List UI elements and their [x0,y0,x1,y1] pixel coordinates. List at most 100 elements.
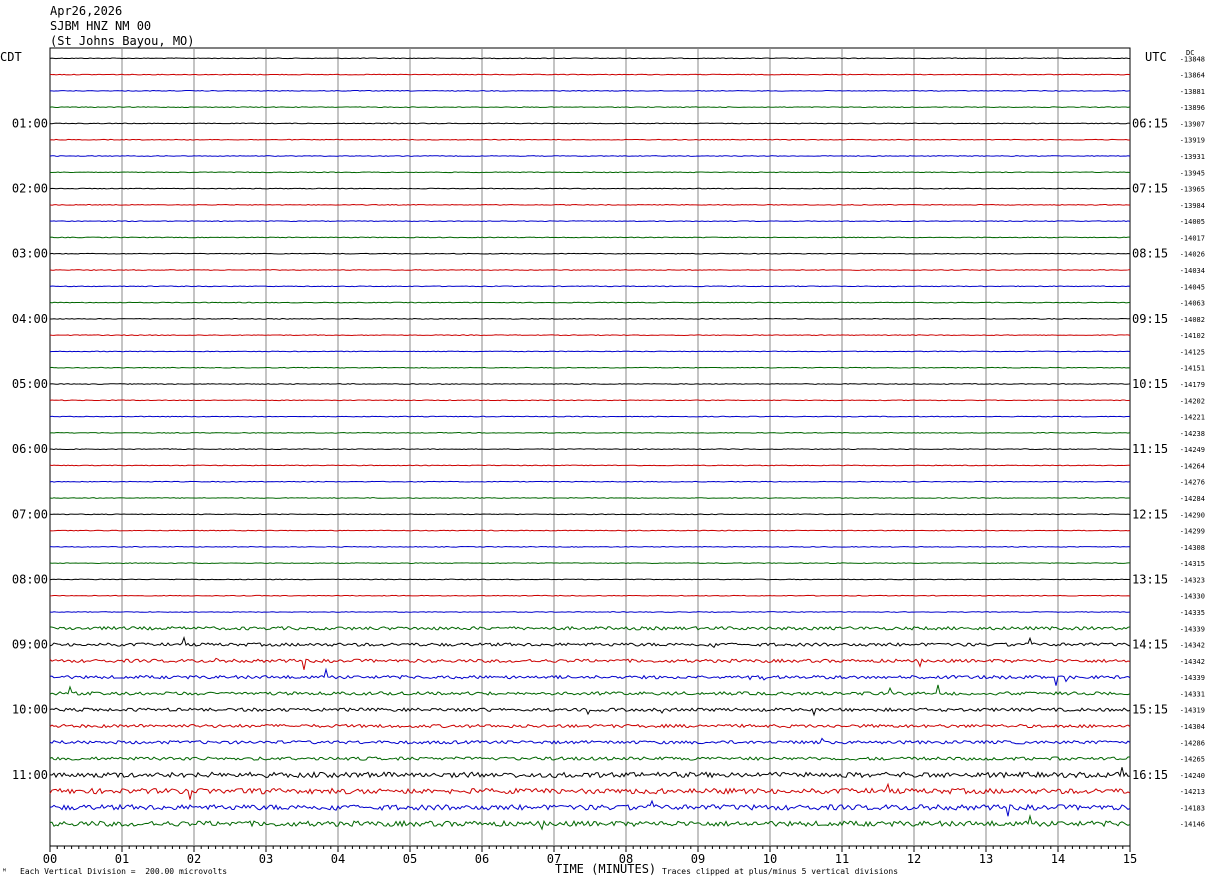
seismic-trace [49,657,1131,670]
left-time-label: 08:00 [12,572,48,586]
seismic-trace [49,269,1131,271]
seismic-trace [49,480,1131,483]
seismic-trace [49,707,1131,717]
seismic-trace [49,89,1131,92]
seismic-trace [49,317,1131,320]
right-time-label: 12:15 [1132,507,1168,521]
x-tick-label: 09 [691,852,705,866]
seismic-trace [49,57,1131,60]
dc-offset-label: -13896 [1180,104,1205,112]
dc-offset-label: -14221 [1180,414,1205,422]
dc-offset-label: -14304 [1180,723,1205,731]
seismic-trace [49,667,1131,686]
dc-offset-label: -14183 [1180,804,1205,812]
left-timezone-label: CDT [0,50,22,64]
left-time-label: 09:00 [12,638,48,652]
left-time-label: 06:00 [12,442,48,456]
seismic-trace [49,285,1131,288]
seismic-trace [49,171,1131,174]
seismic-trace [49,578,1131,581]
seismic-trace [49,431,1131,434]
dc-label: DC [1186,49,1195,57]
seismic-trace [49,513,1131,516]
seismic-trace [49,106,1131,108]
seismic-trace [49,635,1131,649]
seismic-trace [49,236,1131,239]
dc-offset-label: -14299 [1180,528,1205,536]
x-tick-label: 07 [547,852,561,866]
dc-offset-label: -14290 [1180,511,1205,519]
dc-offset-label: -14308 [1180,544,1205,552]
right-time-label: 16:15 [1132,768,1168,782]
header-location: (St Johns Bayou, MO) [50,34,195,48]
dc-offset-label: -14342 [1180,642,1205,650]
right-time-label: 06:15 [1132,116,1168,130]
x-tick-label: 04 [331,852,345,866]
seismic-trace [49,399,1131,402]
seismic-trace [49,799,1131,817]
dc-offset-label: -13864 [1180,72,1205,80]
scale-note: Each Vertical Division = 200.00 microvol… [20,867,228,876]
plot-header: Apr26,2026 SJBM HNZ NM 00 (St Johns Bayou,… [50,4,195,49]
dc-offset-label: -13848 [1180,55,1205,63]
dc-offset-label: -14005 [1180,218,1205,226]
footer-mark: ᴹ [2,867,7,876]
x-axis-title: TIME (MINUTES) [555,862,657,876]
x-tick-label: 10 [763,852,777,866]
left-time-label: 05:00 [12,377,48,391]
dc-offset-label: -14146 [1180,821,1205,829]
seismic-trace [49,350,1131,353]
right-time-label: 09:15 [1132,312,1168,326]
left-time-label: 07:00 [12,507,48,521]
dc-offset-label: -14125 [1180,348,1205,356]
dc-offset-label: -14063 [1180,300,1205,308]
left-time-label: 01:00 [12,116,48,130]
plot-frame [49,47,1131,847]
seismic-trace [49,122,1131,125]
dc-offset-label: -13965 [1180,186,1205,194]
seismic-trace [49,383,1131,385]
seismic-trace [49,73,1131,76]
dc-offset-label: -14335 [1180,609,1205,617]
x-tick-label: 14 [1051,852,1065,866]
dc-offset-label: -14284 [1180,495,1205,503]
dc-offset-label: -13984 [1180,202,1205,210]
right-time-label: 07:15 [1132,182,1168,196]
x-tick-label: 13 [979,852,993,866]
x-tick-label: 06 [475,852,489,866]
dc-offset-label: -13931 [1180,153,1205,161]
dc-offset-label: -14265 [1180,756,1205,764]
seismic-trace [49,594,1131,597]
dc-offset-label: -13945 [1180,169,1205,177]
right-time-label: 08:15 [1132,247,1168,261]
seismic-trace [49,814,1131,831]
left-time-label: 03:00 [12,247,48,261]
dc-offset-label: -13919 [1180,137,1205,145]
left-time-label: 02:00 [12,182,48,196]
x-tick-label: 05 [403,852,417,866]
right-time-label: 11:15 [1132,442,1168,456]
dc-offset-label: -14202 [1180,397,1205,405]
seismic-trace [49,138,1131,141]
x-tick-label: 01 [115,852,129,866]
seismic-trace [49,545,1131,548]
dc-offset-label: -14315 [1180,560,1205,568]
header-date: Apr26,2026 [50,4,123,18]
right-time-label: 15:15 [1132,703,1168,717]
seismic-trace [49,529,1131,532]
x-tick-label: 03 [259,852,273,866]
x-tick-label: 00 [43,852,57,866]
seismic-trace [49,415,1131,418]
seismic-trace [49,684,1131,696]
dc-offset-label: -14151 [1180,365,1205,373]
dc-offset-label: -14264 [1180,462,1205,470]
dc-offset-label: -14276 [1180,479,1205,487]
dc-offset-label: -14331 [1180,690,1205,698]
dc-offset-label: -14342 [1180,658,1205,666]
dc-offset-label: -14045 [1180,283,1205,291]
x-tick-label: 15 [1123,852,1137,866]
right-time-label: 14:15 [1132,638,1168,652]
x-tick-label: 02 [187,852,201,866]
seismic-trace [49,464,1131,467]
